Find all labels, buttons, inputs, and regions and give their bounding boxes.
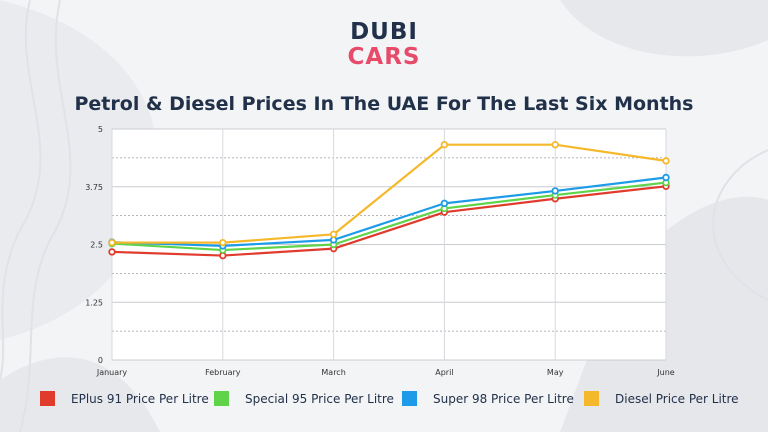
x-tick-label: April bbox=[435, 368, 453, 377]
data-point bbox=[440, 199, 449, 208]
legend-swatch bbox=[584, 391, 599, 406]
y-tick-label: 5 bbox=[98, 125, 103, 134]
data-point bbox=[219, 238, 227, 247]
x-tick-label: June bbox=[656, 368, 675, 377]
y-tick-label: 0 bbox=[98, 356, 103, 365]
chart-title: Petrol & Diesel Prices In The UAE For Th… bbox=[74, 93, 694, 115]
brand-logo-line2: CARS bbox=[347, 44, 421, 70]
x-tick-label: May bbox=[547, 368, 564, 377]
series-line-3 bbox=[111, 176, 667, 247]
data-point bbox=[551, 187, 559, 195]
legend-label: EPlus 91 Price Per Litre bbox=[71, 391, 209, 406]
legend-swatch bbox=[402, 391, 417, 406]
data-point bbox=[329, 230, 338, 239]
legend-label: Diesel Price Per Litre bbox=[615, 391, 739, 406]
legend-item: Diesel Price Per Litre bbox=[584, 391, 739, 406]
legend-label: Special 95 Price Per Litre bbox=[245, 391, 394, 406]
y-tick-label: 3.75 bbox=[85, 183, 103, 192]
y-tick-label: 2.5 bbox=[90, 241, 103, 250]
legend-swatch bbox=[40, 391, 55, 406]
data-point bbox=[108, 248, 116, 256]
legend-item: Super 98 Price Per Litre bbox=[402, 391, 574, 406]
legend-swatch bbox=[214, 391, 229, 406]
legend-item: Special 95 Price Per Litre bbox=[214, 391, 394, 406]
series-line-2 bbox=[111, 181, 667, 252]
y-tick-label: 1.25 bbox=[85, 298, 103, 307]
data-point bbox=[108, 238, 116, 247]
data-point bbox=[551, 141, 559, 149]
chart-legend: EPlus 91 Price Per Litre Special 95 Price… bbox=[0, 391, 768, 415]
series-line-4 bbox=[112, 143, 667, 244]
legend-item: EPlus 91 Price Per Litre bbox=[40, 391, 209, 406]
x-tick-label: March bbox=[321, 368, 345, 377]
series-line-1 bbox=[111, 185, 667, 257]
legend-label: Super 98 Price Per Litre bbox=[433, 391, 574, 406]
brand-logo-line1: DUBI bbox=[350, 19, 418, 45]
data-point bbox=[440, 141, 449, 149]
brand-logo: DUBI CARS bbox=[0, 20, 768, 70]
data-point bbox=[662, 173, 670, 182]
data-point bbox=[662, 157, 670, 165]
x-tick-label: February bbox=[205, 368, 241, 377]
x-tick-label: January bbox=[96, 368, 128, 377]
